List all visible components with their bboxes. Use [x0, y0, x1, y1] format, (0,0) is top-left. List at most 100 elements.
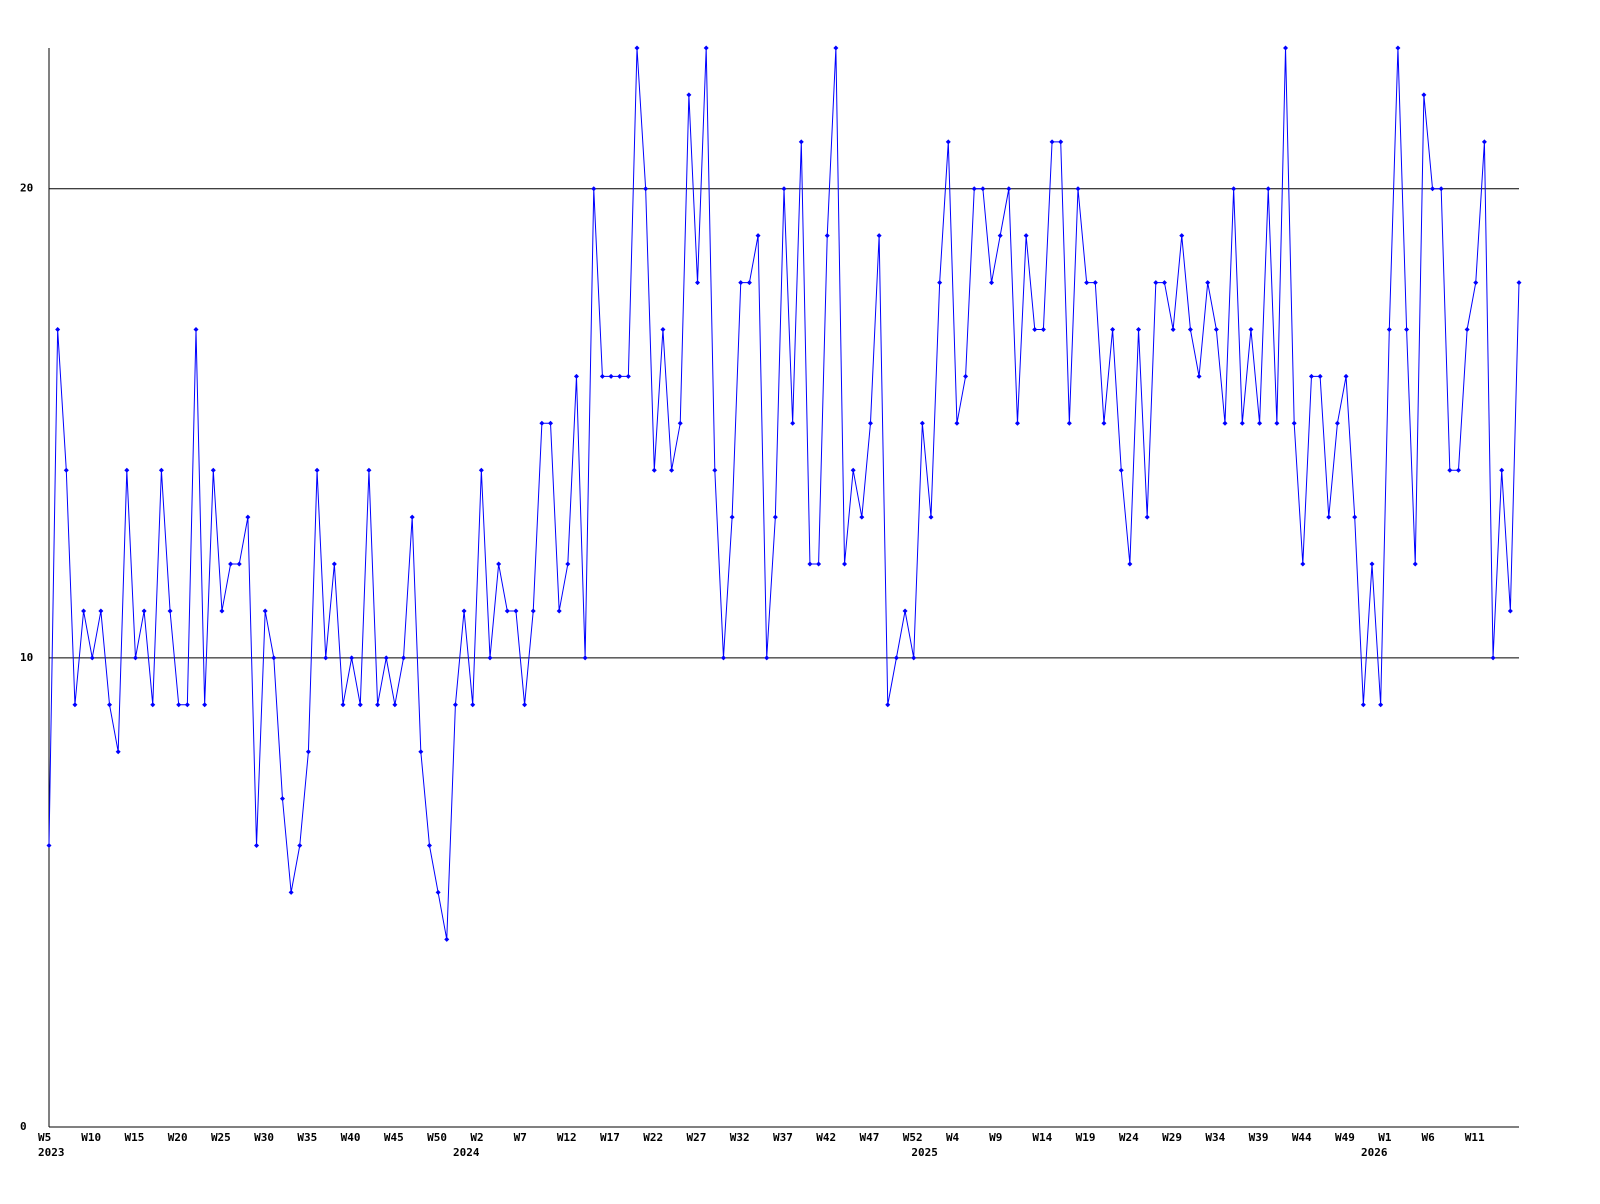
data-point [158, 467, 164, 473]
data-point [1274, 420, 1280, 426]
x-tick-label: W1 [1378, 1131, 1392, 1144]
data-point [1395, 45, 1401, 51]
data-point [366, 467, 372, 473]
x-tick-label: W25 [211, 1131, 231, 1144]
x-tick-label: W9 [989, 1131, 1002, 1144]
data-point [989, 280, 995, 286]
data-point [885, 702, 891, 708]
data-point [859, 514, 865, 520]
data-point [314, 467, 320, 473]
data-point [504, 608, 510, 614]
data-point [522, 702, 528, 708]
data-point [228, 561, 234, 567]
data-point [1516, 280, 1522, 286]
data-point [695, 280, 701, 286]
data-point [435, 889, 441, 895]
data-point [928, 514, 934, 520]
data-point [331, 561, 337, 567]
data-point [1369, 561, 1375, 567]
data-point [1196, 373, 1202, 379]
x-tick-label: W14 [1032, 1131, 1052, 1144]
data-point [150, 702, 156, 708]
data-point [219, 608, 225, 614]
data-point [712, 467, 718, 473]
data-point [375, 702, 381, 708]
data-point [980, 186, 986, 192]
data-point [193, 326, 199, 332]
x-tick-label: W50 [427, 1131, 447, 1144]
data-point [599, 373, 605, 379]
data-point [210, 467, 216, 473]
x-tick-label: W6 [1422, 1131, 1436, 1144]
data-point [1032, 326, 1038, 332]
data-point [945, 139, 951, 145]
x-tick-label: W19 [1076, 1131, 1096, 1144]
y-tick-label: 0 [20, 1120, 27, 1133]
data-point [1257, 420, 1263, 426]
data-point [1300, 561, 1306, 567]
data-point [409, 514, 415, 520]
data-point [867, 420, 873, 426]
data-point [651, 467, 657, 473]
data-point [1092, 280, 1098, 286]
data-point [89, 655, 95, 661]
data-point [115, 749, 121, 755]
data-point [556, 608, 562, 614]
data-point [1447, 467, 1453, 473]
data-point [496, 561, 502, 567]
data-point [1490, 655, 1496, 661]
data-point [643, 186, 649, 192]
x-tick-label: W40 [341, 1131, 361, 1144]
data-point [1239, 420, 1245, 426]
data-point [1378, 702, 1384, 708]
data-point [764, 655, 770, 661]
data-point [305, 749, 311, 755]
data-point [1161, 280, 1167, 286]
data-point [1499, 467, 1505, 473]
data-point [1421, 92, 1427, 98]
data-point [470, 702, 476, 708]
x-tick-label: W15 [124, 1131, 144, 1144]
data-point [625, 373, 631, 379]
x-tick-label: W35 [297, 1131, 317, 1144]
data-point [245, 514, 251, 520]
data-point [1101, 420, 1107, 426]
x-tick-label: W47 [859, 1131, 879, 1144]
data-point [876, 233, 882, 239]
data-point [729, 514, 735, 520]
data-point [573, 373, 579, 379]
x-tick-label: W52 [903, 1131, 923, 1144]
data-point [720, 655, 726, 661]
x-tick-label: W30 [254, 1131, 274, 1144]
data-point [1066, 420, 1072, 426]
data-point [746, 280, 752, 286]
data-point [1179, 233, 1185, 239]
data-point [738, 280, 744, 286]
data-point [401, 655, 407, 661]
data-point [1222, 420, 1228, 426]
data-point [461, 608, 467, 614]
data-point [1144, 514, 1150, 520]
data-point [1455, 467, 1461, 473]
data-point [634, 45, 640, 51]
data-point [565, 561, 571, 567]
data-point [608, 373, 614, 379]
data-point [919, 420, 925, 426]
x-tick-label: W10 [81, 1131, 101, 1144]
data-point [1308, 373, 1314, 379]
data-point [1265, 186, 1271, 192]
data-point [487, 655, 493, 661]
data-line [48, 47, 1520, 940]
x-tick-label: W42 [816, 1131, 836, 1144]
data-point [1014, 420, 1020, 426]
data-point [513, 608, 519, 614]
data-point [1464, 326, 1470, 332]
data-point [81, 608, 87, 614]
data-point [444, 936, 450, 942]
x-tick-label: W37 [773, 1131, 793, 1144]
data-point [772, 514, 778, 520]
data-point [548, 420, 554, 426]
data-point [1352, 514, 1358, 520]
x-year-label: 2025 [911, 1146, 938, 1159]
data-point [902, 608, 908, 614]
